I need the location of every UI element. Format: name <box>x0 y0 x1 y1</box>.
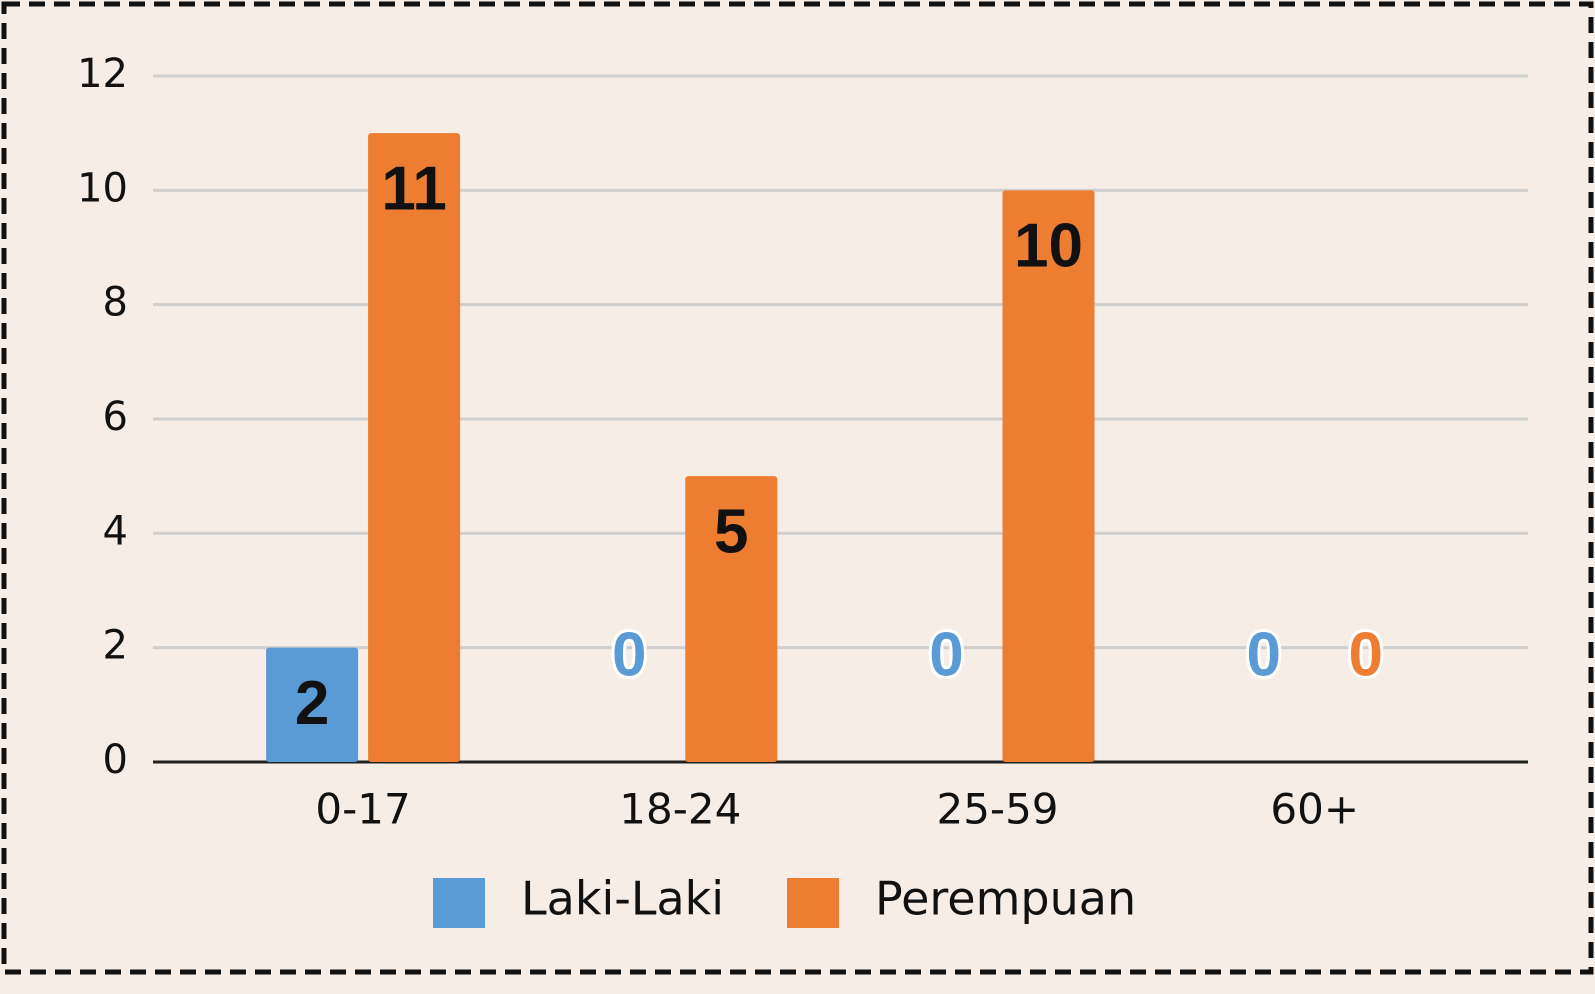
data-label: 0 <box>1246 620 1280 689</box>
data-label: 5 <box>714 498 748 567</box>
data-label: 11 <box>381 155 447 224</box>
bar <box>266 647 359 762</box>
y-tick-label: 0 <box>103 737 128 783</box>
y-tick-label: 8 <box>103 280 128 326</box>
bar <box>1002 190 1095 763</box>
legend-label: Laki-Laki <box>521 872 724 926</box>
x-tick-label: 0-17 <box>315 785 410 834</box>
data-label: 2 <box>295 669 329 738</box>
data-label: 0 <box>612 620 646 689</box>
y-tick-label: 6 <box>103 394 128 440</box>
y-tick-label: 4 <box>103 508 128 554</box>
x-tick-label: 60+ <box>1270 785 1359 834</box>
y-tick-label: 2 <box>103 623 128 669</box>
x-tick-label: 18-24 <box>619 785 741 834</box>
data-label: 0 <box>1348 620 1382 689</box>
legend-swatch <box>433 878 485 928</box>
y-tick-label: 10 <box>77 165 128 211</box>
bar <box>685 476 778 762</box>
legend-label: Perempuan <box>875 872 1136 926</box>
data-label: 10 <box>1014 212 1083 281</box>
data-label: 0 <box>929 620 963 689</box>
legend-swatch <box>787 878 839 928</box>
y-tick-label: 12 <box>77 51 128 97</box>
frame <box>1 1 1594 975</box>
x-tick-label: 25-59 <box>936 785 1058 834</box>
bar <box>368 133 461 762</box>
